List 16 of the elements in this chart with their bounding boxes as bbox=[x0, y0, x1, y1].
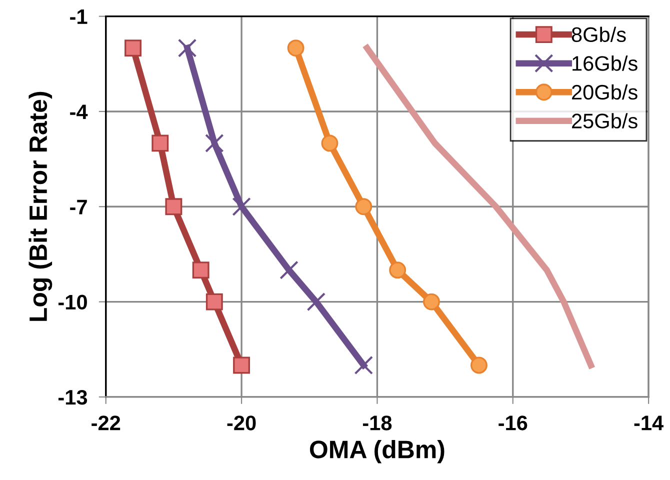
y-tick-label: -10 bbox=[58, 294, 87, 310]
y-tick-label: -7 bbox=[70, 200, 87, 214]
legend-label: 20Gb/s bbox=[572, 84, 638, 100]
legend-label: 8Gb/s bbox=[572, 26, 626, 42]
x-axis-title: OMA (dBm) bbox=[310, 440, 444, 464]
x-tick-label: -14 bbox=[634, 416, 664, 430]
y-axis-title: Log (Bit Error Rate) bbox=[28, 92, 52, 321]
x-tick-label: -18 bbox=[362, 416, 392, 430]
x-tick-label: -22 bbox=[92, 416, 120, 430]
y-tick-label: -4 bbox=[70, 104, 88, 120]
x-tick-label: -20 bbox=[227, 416, 256, 430]
y-tick-label: -13 bbox=[58, 390, 88, 405]
legend-label: 25Gb/s bbox=[572, 113, 638, 128]
legend-label: 16Gb/s bbox=[572, 56, 638, 71]
x-tick-label: -16 bbox=[498, 416, 528, 430]
y-tick-label: -1 bbox=[70, 10, 88, 24]
